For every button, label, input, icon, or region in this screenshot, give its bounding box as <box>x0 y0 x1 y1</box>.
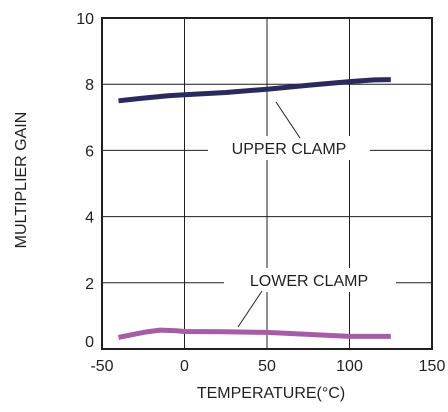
y-tick-label: 8 <box>85 77 94 94</box>
y-tick-label: 10 <box>76 11 94 28</box>
gridlines <box>102 18 432 349</box>
x-tick-label: 50 <box>258 358 276 375</box>
x-tick-label: 150 <box>419 358 446 375</box>
annotations: UPPER CLAMP LOWER CLAMP <box>208 101 396 328</box>
y-tick-label: 2 <box>85 276 94 293</box>
y-tick-label: 0 <box>85 334 94 351</box>
plot-frame <box>101 17 433 350</box>
x-tick-label: 100 <box>336 358 363 375</box>
plot-border <box>101 17 433 350</box>
x-tick-label: -50 <box>90 358 113 375</box>
x-axis-label: TEMPERATURE(°C) <box>197 385 345 402</box>
upper-clamp-line <box>118 77 391 104</box>
series-lines <box>118 77 391 340</box>
upper-clamp-label-bg <box>208 136 370 160</box>
y-tick-label: 6 <box>85 143 94 160</box>
y-axis-label: MULTIPLIER GAIN <box>13 112 30 249</box>
lower-clamp-label-bg <box>224 268 396 292</box>
lower-clamp-leader <box>237 290 263 328</box>
upper-clamp-leader <box>275 101 301 139</box>
lower-clamp-line <box>118 327 391 340</box>
x-tick-label: 0 <box>180 358 189 375</box>
upper-clamp-label: UPPER CLAMP <box>232 141 347 158</box>
y-tick-label: 4 <box>85 210 94 227</box>
lower-clamp-label: LOWER CLAMP <box>250 273 368 290</box>
tick-labels: -50 0 50 100 150 0 2 4 6 8 10 <box>76 11 445 375</box>
